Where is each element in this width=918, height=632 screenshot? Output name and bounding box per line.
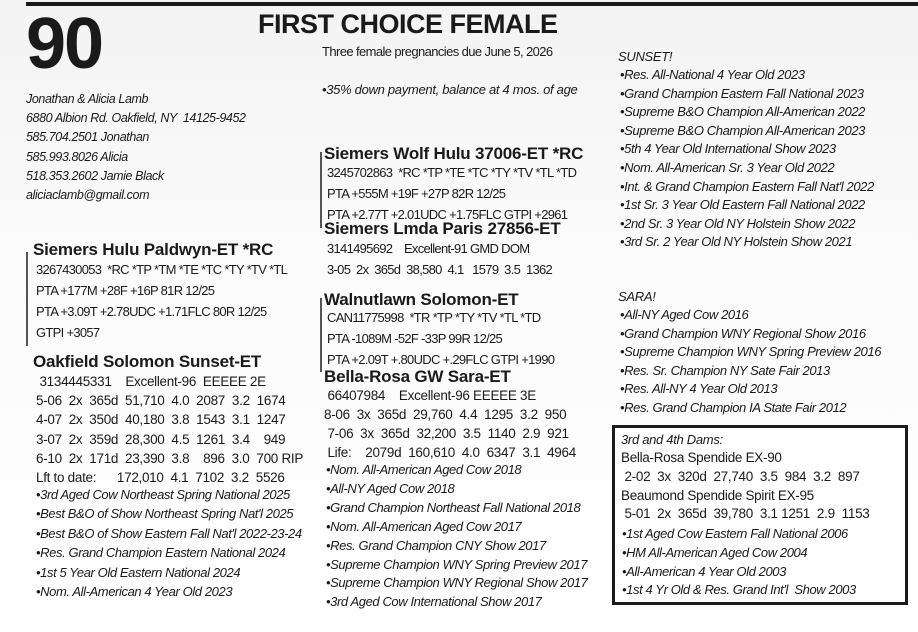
granddam-record: 8-06 3x 365d 29,760 4.4 1295 3.2 950 (324, 407, 567, 422)
sire-name: Siemers Hulu Paldwyn-ET *RC (33, 240, 274, 259)
dams-box-line: 5-01 2x 365d 39,780 3.1 1251 2.9 1153 (621, 506, 870, 522)
service-sire-name: Siemers Wolf Hulu 37006-ET *RC (324, 144, 584, 163)
sire-info: PTA +177M +28F +16P 81R 12/25 (36, 283, 215, 298)
lot-number: 90 (26, 4, 104, 84)
service-sire-info: 3245702863 *RC *TP *TE *TC *TY *TV *TL *… (327, 165, 577, 180)
dam-record: 3-07 2x 359d 28,300 4.5 1261 3.4 949 (36, 431, 286, 447)
dam-award: •Best B&O of Show Eastern Fall Nat'l 202… (36, 525, 302, 541)
granddam-name: Bella-Rosa GW Sara-ET (324, 367, 511, 386)
granddam-award: •3rd Aged Cow International Show 2017 (326, 594, 542, 610)
dams-box-award: •1st Aged Cow Eastern Fall National 2006 (622, 526, 848, 541)
dam-award: •Nom. All-American 4 Year Old 2023 (36, 584, 233, 599)
sunset-award: •Int. & Grand Champion Eastern Fall Nat'… (620, 178, 874, 194)
sara-label: SARA! (618, 289, 656, 304)
top-rule (26, 2, 918, 6)
sunset-award: •Supreme B&O Champion All-American 2023 (620, 122, 865, 138)
sara-award: •Res. All-NY 4 Year Old 2013 (620, 381, 778, 397)
dam-record: 5-06 2x 365d 51,710 4.0 2087 3.2 1674 (36, 393, 286, 409)
consignor-line: 585.993.8026 Alicia (26, 149, 128, 164)
dam-award: •Best B&O of Show Northeast Spring Nat'l… (36, 506, 294, 522)
dams-box-line: 2-02 3x 320d 27,740 3.5 984 3.2 897 (621, 468, 860, 484)
grandsire-info: PTA +2.09T +.80UDC +.29FLC GTPI +1990 (327, 352, 555, 367)
service-sire-info: PTA +2.77T +2.01UDC +1.75FLC GTPI +2961 (327, 207, 568, 222)
dams-box-line: Beaumond Spendide Spirit EX-95 (621, 487, 814, 503)
dam-record: Lft to date: 172,010 4.1 7102 3.2 5526 (36, 470, 285, 485)
sara-award: •Res. Sr. Champion NY Sate Fair 2013 (620, 362, 830, 378)
dam-record: 3134445331 Excellent-96 EEEEE 2E (36, 374, 266, 389)
granddam-award: •Nom. All-American Aged Cow 2018 (326, 462, 522, 477)
sunset-award: •5th 4 Year Old International Show 2023 (620, 141, 836, 157)
granddam-award: •Grand Champion Northeast Fall National … (326, 499, 581, 515)
sunset-label: SUNSET! (618, 49, 673, 64)
subtitle: Three female pregnancies due June 5, 202… (322, 44, 553, 59)
consignor-line: aliciaclamb@gmail.com (26, 188, 150, 202)
dam-record: 4-07 2x 350d 40,180 3.8 1543 3.1 1247 (36, 412, 286, 428)
granddam-award: •Supreme Champion WNY Spring Preview 201… (326, 556, 588, 572)
sara-award: •All-NY Aged Cow 2016 (620, 307, 749, 322)
dam-record: 6-10 2x 171d 23,390 3.8 896 3.0 700 RIP (36, 450, 304, 466)
service-sire-info: PTA +555M +19F +27P 82R 12/25 (327, 186, 506, 201)
sunset-award: •Supreme B&O Champion All-American 2022 (620, 104, 865, 120)
payment-terms: •35% down payment, balance at 4 mos. of … (322, 82, 578, 97)
sara-award: •Supreme Champion WNY Spring Preview 201… (620, 344, 882, 360)
dams-box-label: 3rd and 4th Dams: (621, 432, 723, 447)
dams-box-award: •1st 4 Yr Old & Res. Grand Int'l Show 20… (622, 582, 856, 598)
dams-box (612, 425, 908, 605)
consignor-line: Jonathan & Alicia Lamb (26, 92, 149, 106)
dam-award: •Res. Grand Champion Eastern National 20… (36, 545, 286, 561)
dams-box-award: •HM All-American Aged Cow 2004 (622, 544, 808, 560)
page-title: FIRST CHOICE FEMALE (258, 9, 558, 39)
sire-info: 3267430053 *RC *TP *TM *TE *TC *TY *TV *… (36, 262, 288, 277)
service-sire-dam-name: Siemers Lmda Paris 27856-ET (324, 219, 561, 238)
sunset-award: •2nd Sr. 3 Year Old NY Holstein Show 202… (620, 215, 856, 231)
pedigree-bracket (320, 152, 322, 228)
service-sire-dam-info: 3141495692 Excellent-91 GMD DOM (327, 241, 530, 256)
granddam-record: 7-06 3x 365d 32,200 3.5 1140 2.9 921 (324, 426, 569, 441)
dam-award: •3rd Aged Cow Northeast Spring National … (36, 487, 290, 502)
granddam-award: •All-NY Aged Cow 2018 (326, 480, 455, 496)
consignor-line: 6880 Albion Rd. Oakfield, NY 14125-9452 (26, 111, 246, 126)
sire-info: GTPI +3057 (36, 325, 100, 340)
pedigree-bracket (26, 252, 28, 346)
sunset-award: •3rd Sr. 2 Year Old NY Holstein Show 202… (620, 234, 853, 250)
granddam-award: •Nom. All-American Aged Cow 2017 (326, 518, 522, 534)
sire-info: PTA +3.09T +2.78UDC +1.71FLC 80R 12/25 (36, 304, 267, 319)
grandsire-info: CAN11775998 *TR *TP *TY *TV *TL *TD (327, 310, 541, 325)
sara-award: •Grand Champion WNY Regional Show 2016 (620, 325, 866, 341)
consignor-line: 518.353.2602 Jamie Black (26, 168, 164, 183)
granddam-record: 66407984 Excellent-96 EEEEE 3E (324, 388, 536, 403)
sunset-award: •Res. All-National 4 Year Old 2023 (620, 67, 805, 82)
service-sire-dam-info: 3-05 2x 365d 38,580 4.1 1579 3.5 1362 (327, 262, 553, 277)
sara-award: •Res. Grand Champion IA State Fair 2012 (620, 400, 847, 415)
grandsire-info: PTA -1089M -52F -33P 99R 12/25 (327, 331, 503, 346)
dam-name: Oakfield Solomon Sunset-ET (33, 352, 262, 371)
consignor-line: 585.704.2501 Jonathan (26, 130, 149, 145)
grandsire-name: Walnutlawn Solomon-ET (324, 290, 519, 309)
sunset-award: •1st Sr. 3 Year Old Eastern Fall Nationa… (620, 197, 865, 213)
pedigree-bracket (320, 298, 322, 372)
granddam-record: Life: 2079d 160,610 4.0 6347 3.1 4964 (324, 445, 576, 460)
dams-box-award: •All-American 4 Year Old 2003 (622, 563, 786, 579)
dam-award: •1st 5 Year Old Eastern National 2024 (36, 564, 241, 580)
sunset-award: •Grand Champion Eastern Fall National 20… (620, 85, 864, 101)
granddam-award: •Supreme Champion WNY Regional Show 2017 (326, 575, 588, 591)
sunset-award: •Nom. All-American Sr. 3 Year Old 2022 (620, 160, 835, 175)
granddam-award: •Res. Grand Champion CNY Show 2017 (326, 537, 546, 553)
dams-box-line: Bella-Rosa Spendide EX-90 (621, 450, 782, 465)
